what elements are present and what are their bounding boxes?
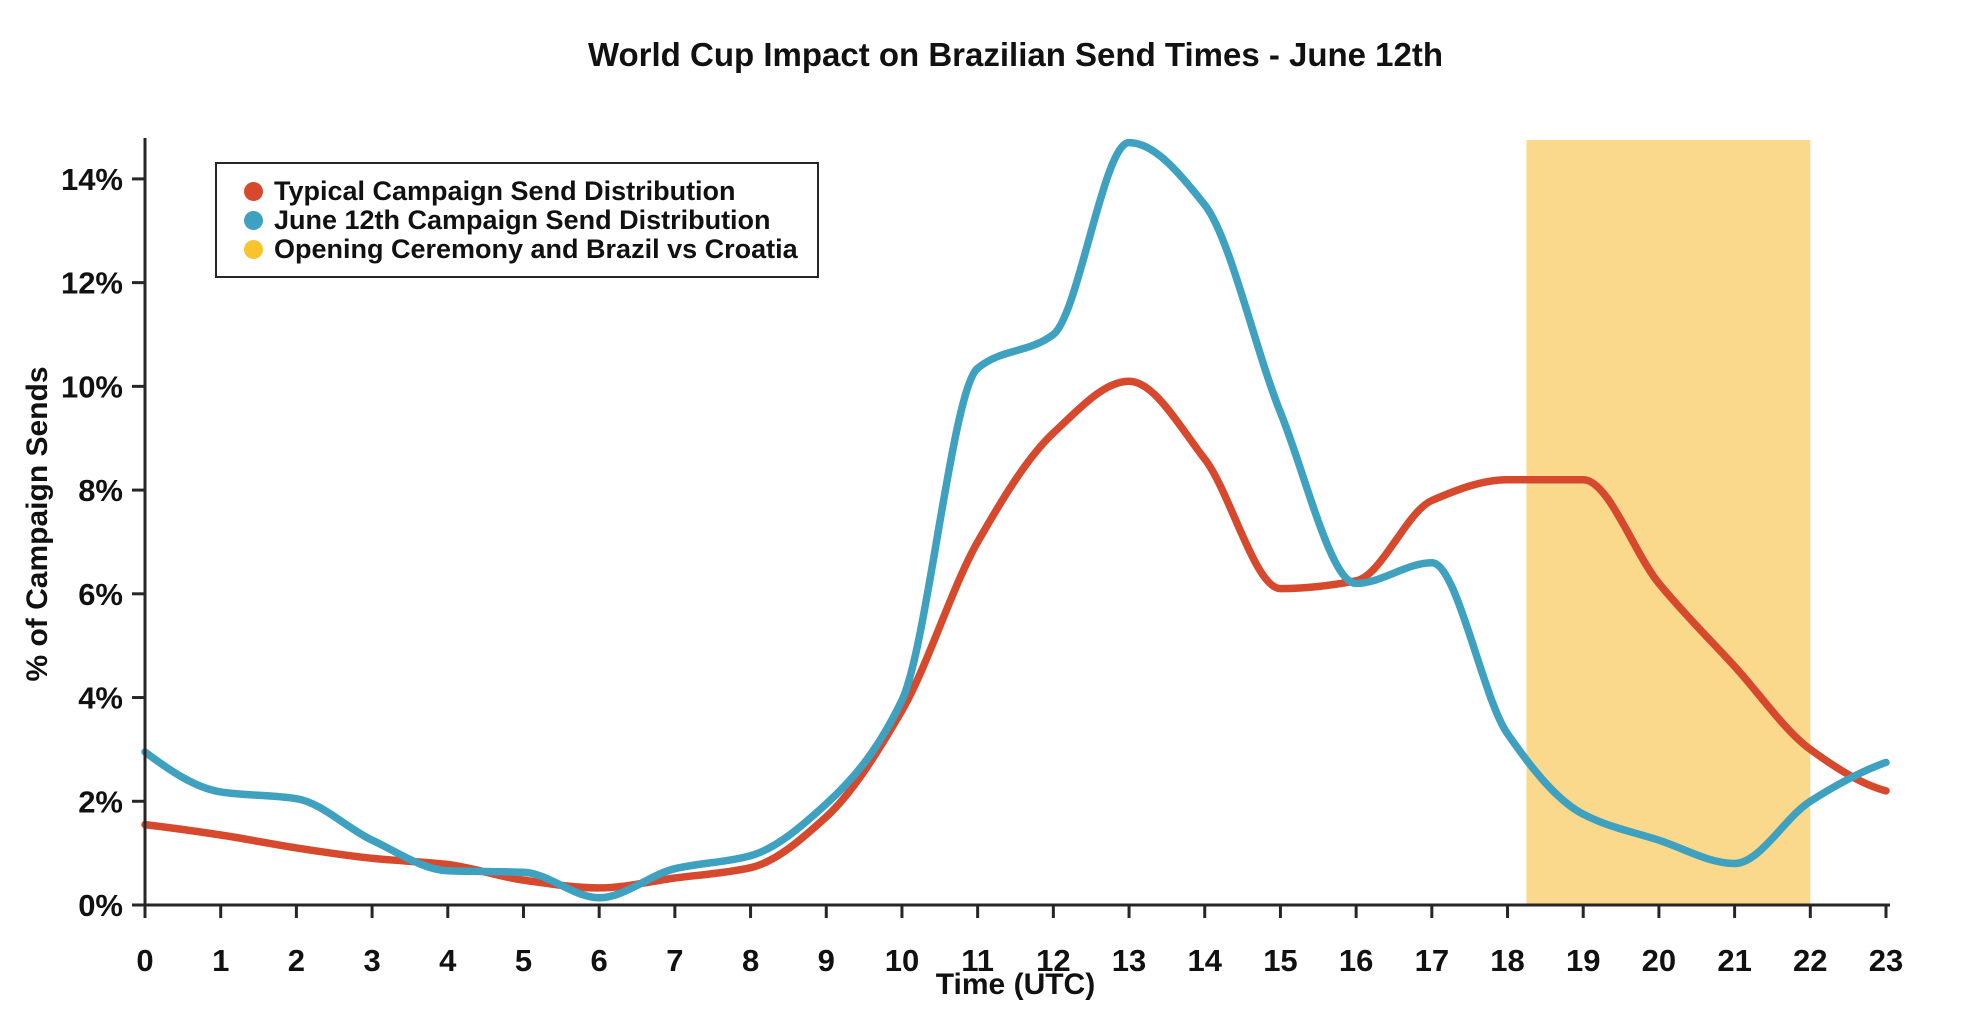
x-tick-label: 22 xyxy=(1793,943,1827,978)
x-tick-label: 5 xyxy=(515,943,532,978)
y-tick-label: 14% xyxy=(61,162,123,197)
x-tick-label: 18 xyxy=(1490,943,1524,978)
x-tick-label: 13 xyxy=(1112,943,1146,978)
x-tick-label: 9 xyxy=(818,943,835,978)
x-tick-label: 19 xyxy=(1566,943,1600,978)
x-tick-label: 20 xyxy=(1642,943,1676,978)
y-tick-label: 10% xyxy=(61,369,123,404)
y-tick-label: 4% xyxy=(78,681,123,716)
legend: Typical Campaign Send Distribution June … xyxy=(215,162,819,278)
x-tick-label: 21 xyxy=(1717,943,1751,978)
x-tick-label: 23 xyxy=(1869,943,1903,978)
y-tick-label: 0% xyxy=(78,888,123,923)
y-axis-title: % of Campaign Sends xyxy=(21,366,54,682)
x-tick-label: 2 xyxy=(288,943,305,978)
x-tick-label: 16 xyxy=(1339,943,1373,978)
x-tick-label: 1 xyxy=(212,943,229,978)
x-tick-label: 7 xyxy=(666,943,683,978)
legend-item-band: Opening Ceremony and Brazil vs Croatia xyxy=(244,234,807,264)
y-tick-label: 12% xyxy=(61,266,123,301)
y-tick-label: 6% xyxy=(78,577,123,612)
legend-item-typical: Typical Campaign Send Distribution xyxy=(244,176,807,206)
x-tick-label: 12 xyxy=(1036,943,1070,978)
y-tick-label: 8% xyxy=(78,473,123,508)
legend-label-band: Opening Ceremony and Brazil vs Croatia xyxy=(274,234,798,264)
x-tick-label: 17 xyxy=(1415,943,1449,978)
x-tick-label: 8 xyxy=(742,943,759,978)
x-tick-label: 14 xyxy=(1187,943,1222,978)
highlight-band xyxy=(1526,140,1811,905)
legend-label-typical: Typical Campaign Send Distribution xyxy=(274,176,736,206)
x-tick-label: 11 xyxy=(961,943,994,978)
june12-series-line xyxy=(141,138,1890,902)
june12-series-dot-icon xyxy=(244,211,263,230)
chart-title: World Cup Impact on Brazilian Send Times… xyxy=(587,36,1444,73)
x-tick-label: 4 xyxy=(439,943,457,978)
x-tick-label: 15 xyxy=(1263,943,1297,978)
legend-label-june12: June 12th Campaign Send Distribution xyxy=(274,205,771,235)
band-dot-icon xyxy=(244,240,263,259)
x-tick-label: 3 xyxy=(363,943,380,978)
legend-item-june12: June 12th Campaign Send Distribution xyxy=(244,205,807,235)
x-axis-title: Time (UTC) xyxy=(935,968,1096,1001)
typical-series-dot-icon xyxy=(244,182,263,201)
y-tick-label: 2% xyxy=(78,784,123,819)
x-tick-label: 10 xyxy=(885,943,919,978)
x-tick-label: 0 xyxy=(136,943,153,978)
x-tick-label: 6 xyxy=(591,943,608,978)
